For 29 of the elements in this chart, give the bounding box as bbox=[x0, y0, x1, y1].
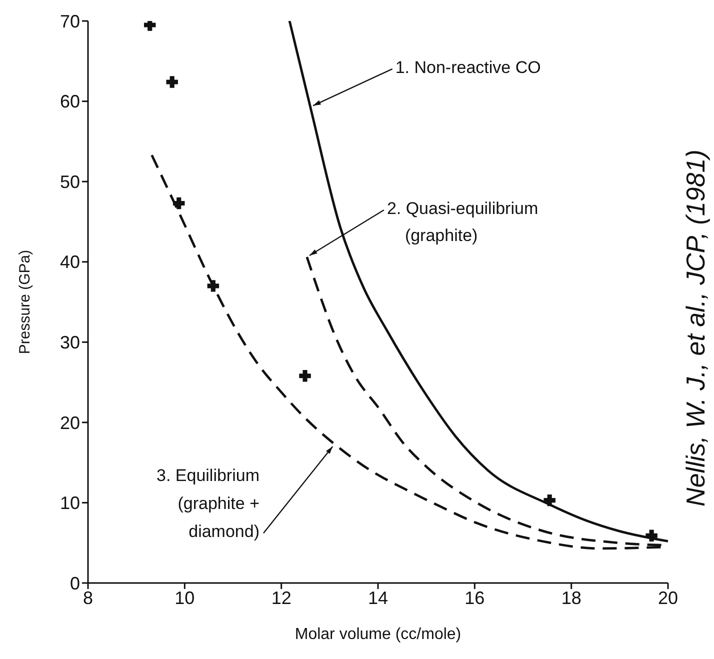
x-tick-label: 20 bbox=[658, 588, 678, 608]
x-tick-label: 18 bbox=[561, 588, 582, 608]
point bbox=[166, 76, 178, 88]
annotation: 1. Non-reactive CO bbox=[395, 58, 541, 78]
y-tick-label: 10 bbox=[60, 493, 80, 514]
x-tick-label: 12 bbox=[271, 588, 292, 608]
y-tick-label: 30 bbox=[60, 332, 80, 353]
point bbox=[207, 280, 220, 292]
point bbox=[646, 530, 658, 542]
point bbox=[144, 21, 156, 31]
annotation: 2. Quasi-equilibrium (graphite) bbox=[386, 200, 538, 246]
text: Nellis, W. J., et al., JCP, (1981) bbox=[680, 150, 712, 506]
point bbox=[173, 197, 185, 210]
annotation: 3. Equilibrium (graphite + diamond) bbox=[156, 466, 260, 542]
x-tick-label: 10 bbox=[174, 588, 195, 608]
x-tick-label: 14 bbox=[368, 588, 388, 608]
y-tick-label: 0 bbox=[70, 573, 80, 594]
point bbox=[544, 494, 556, 506]
x-tick-label: 8 bbox=[82, 588, 94, 608]
x-axis-title: Molar volume (cc/mole) bbox=[294, 626, 462, 643]
y-tick-label: 70 bbox=[60, 11, 80, 32]
y-tick-label: 50 bbox=[60, 172, 80, 192]
y-axis-title: Pressure (GPa) bbox=[16, 250, 34, 354]
x-tick-label: 16 bbox=[464, 588, 485, 608]
y-tick-label: 60 bbox=[60, 92, 80, 112]
y-tick-label: 20 bbox=[60, 412, 80, 433]
y-tick-label: 40 bbox=[60, 252, 80, 272]
line-series bbox=[288, 21, 668, 542]
point bbox=[299, 370, 311, 382]
